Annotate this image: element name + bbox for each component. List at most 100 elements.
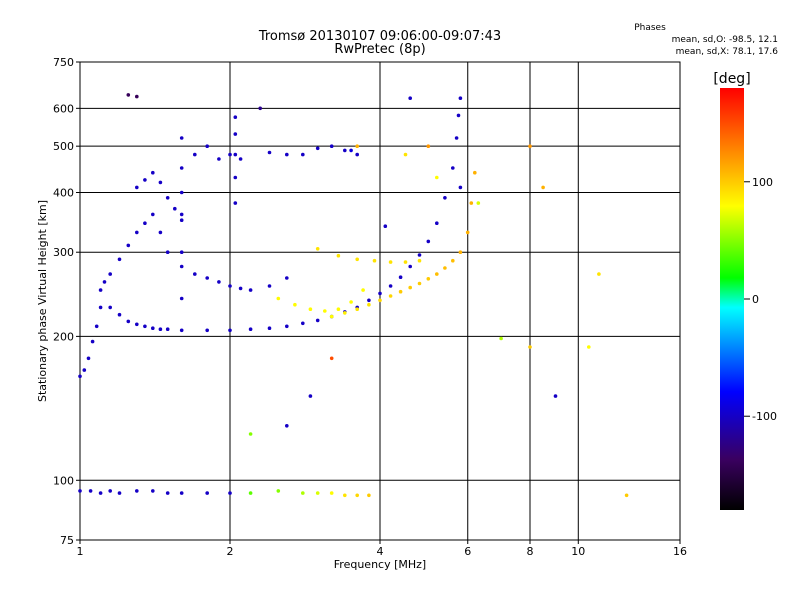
data-point <box>94 324 99 329</box>
data-point <box>248 327 253 332</box>
data-point <box>315 318 320 323</box>
data-point <box>336 253 341 258</box>
data-point <box>285 424 289 428</box>
data-point <box>597 272 601 276</box>
data-point <box>458 185 463 190</box>
data-point <box>267 150 272 155</box>
data-point <box>179 328 184 333</box>
x-tick-label: 8 <box>527 545 534 558</box>
x-axis-label: Frequency [MHz] <box>334 558 426 571</box>
data-point <box>398 289 403 294</box>
data-point <box>367 302 371 307</box>
axis-ticks: 1 2 4 6 8 10 16 75 100 200 300 400 500 600 750 <box>53 56 687 558</box>
data-point <box>117 257 122 262</box>
data-point <box>217 280 221 284</box>
data-point <box>355 257 360 262</box>
data-point <box>233 175 238 180</box>
data-point <box>528 144 532 148</box>
data-point <box>143 178 147 182</box>
data-point <box>301 152 305 157</box>
data-point <box>135 489 139 493</box>
y-tick-label: 500 <box>53 140 74 153</box>
data-point <box>308 307 313 312</box>
data-point <box>388 294 393 298</box>
data-point <box>165 196 170 200</box>
data-point <box>541 185 545 190</box>
data-point <box>248 288 253 292</box>
data-point <box>179 218 184 222</box>
data-point <box>102 280 107 284</box>
data-point <box>205 328 209 333</box>
data-point <box>553 394 558 398</box>
data-point <box>173 206 177 211</box>
data-point <box>143 324 147 329</box>
data-point <box>372 258 377 263</box>
data-point <box>308 394 313 398</box>
data-point <box>248 491 253 495</box>
data-point <box>367 298 371 303</box>
data-point <box>443 266 447 270</box>
data-point <box>301 321 305 326</box>
data-point <box>78 489 82 493</box>
x-tick-label: 1 <box>77 545 84 558</box>
data-point <box>315 247 320 251</box>
data-point <box>417 258 422 263</box>
data-point <box>624 493 629 498</box>
colorbar-tick-label: 100 <box>752 176 773 189</box>
data-point <box>435 272 439 276</box>
colorbar: [deg] 100 0 -100 <box>713 71 777 510</box>
data-point <box>258 106 263 111</box>
data-point <box>451 258 455 263</box>
data-point <box>408 96 413 100</box>
data-point <box>276 489 281 493</box>
data-point <box>179 190 184 195</box>
data-point <box>355 152 360 157</box>
data-point <box>193 272 197 276</box>
data-point <box>90 339 95 344</box>
data-point <box>435 175 439 180</box>
data-point <box>108 489 112 493</box>
data-point <box>233 115 238 119</box>
data-point <box>435 221 439 225</box>
data-point <box>98 305 103 310</box>
data-point <box>165 491 170 495</box>
y-axis-label: Stationary phase Virtual Height [km] <box>36 200 49 402</box>
data-point <box>205 491 209 495</box>
data-point <box>454 136 459 140</box>
data-point <box>179 296 184 301</box>
data-point <box>267 326 272 331</box>
data-point <box>476 201 481 205</box>
colorbar-label: [deg] <box>713 71 750 87</box>
data-point <box>398 275 403 280</box>
data-point <box>248 432 253 436</box>
data-point <box>417 281 422 286</box>
data-point <box>388 284 393 288</box>
data-point <box>233 132 238 136</box>
data-point <box>367 493 371 498</box>
data-point <box>315 491 320 495</box>
data-point <box>193 152 197 157</box>
data-point <box>98 491 103 495</box>
data-point <box>217 157 221 161</box>
phases-title: Phases <box>634 23 666 33</box>
data-point <box>408 285 413 290</box>
data-point <box>117 491 122 495</box>
chart-title: Tromsø 20130107 09:06:00-09:07:43 <box>258 29 501 44</box>
data-point <box>349 148 353 153</box>
data-point <box>587 345 591 349</box>
data-point <box>108 305 112 310</box>
data-point <box>179 250 184 254</box>
data-point <box>151 489 155 493</box>
data-point <box>426 144 431 148</box>
data-point <box>228 491 232 495</box>
data-point <box>285 152 289 157</box>
data-point <box>117 312 122 317</box>
data-point <box>82 368 87 372</box>
data-point <box>329 144 334 148</box>
data-point <box>329 314 334 319</box>
data-point <box>143 221 147 225</box>
data-point <box>88 489 93 493</box>
data-point <box>285 324 289 329</box>
data-point <box>408 264 413 269</box>
